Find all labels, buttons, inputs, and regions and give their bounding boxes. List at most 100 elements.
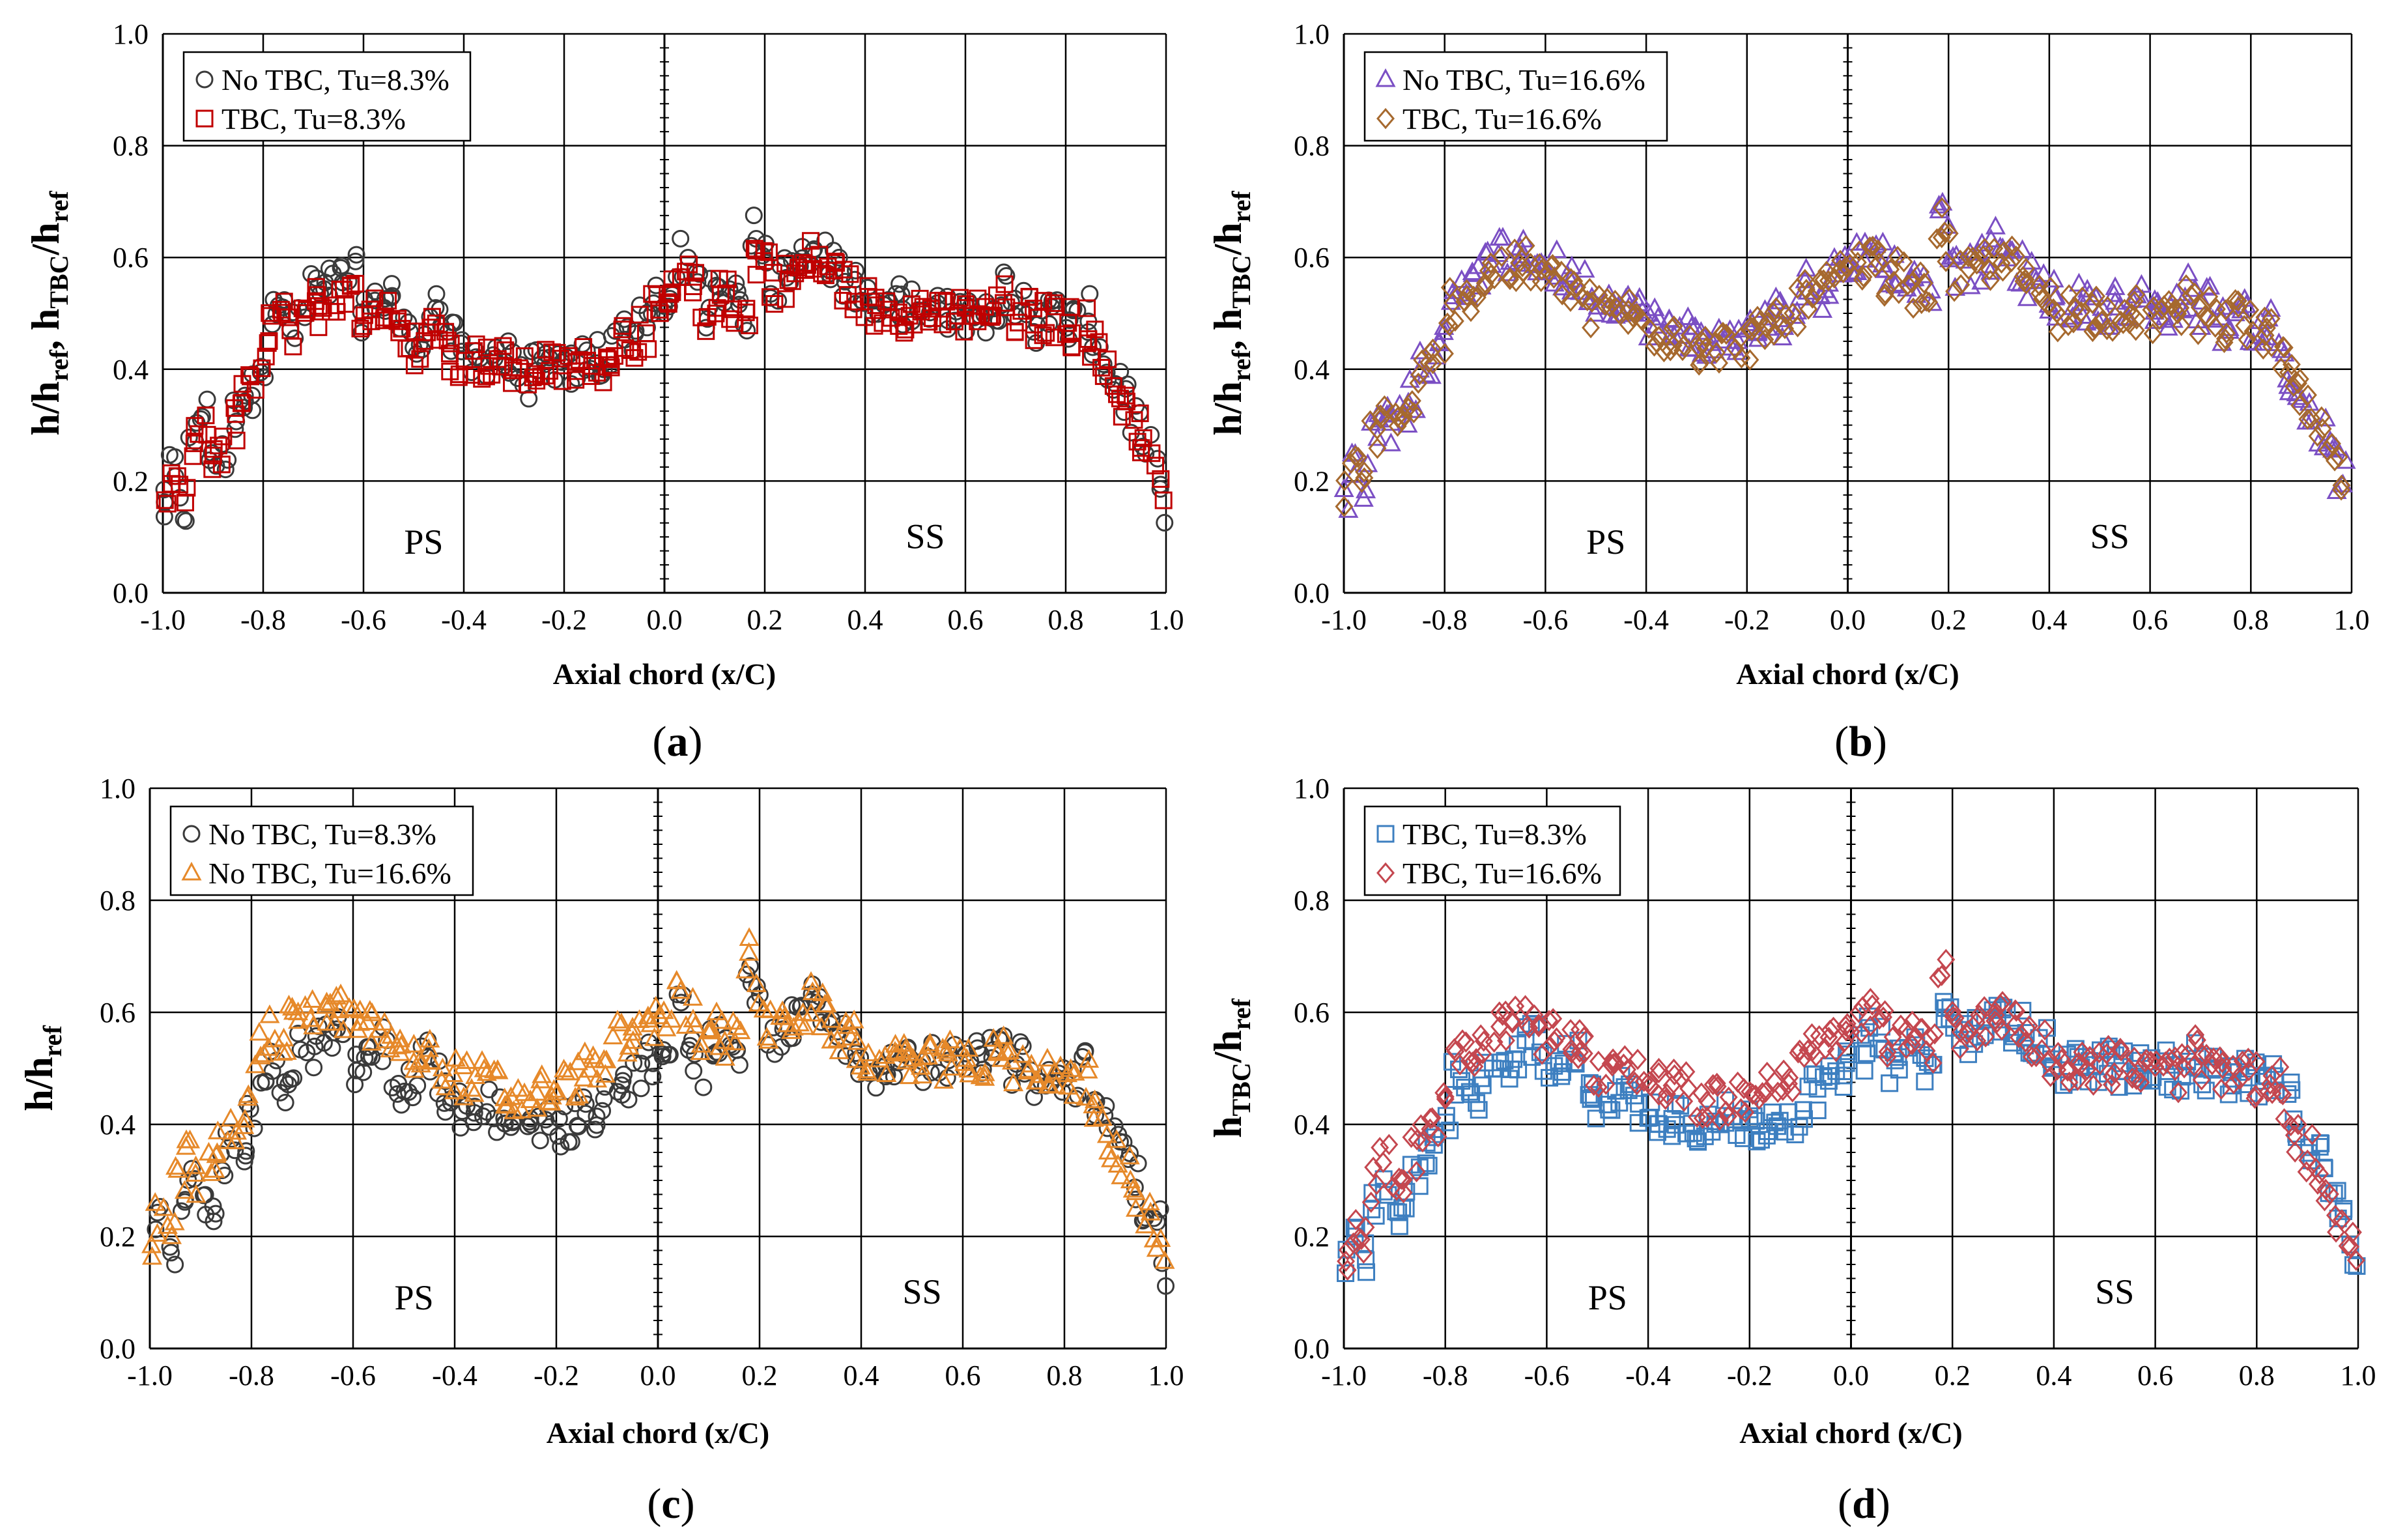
data-point <box>573 1068 594 1087</box>
data-point <box>728 282 747 300</box>
data-point <box>1881 1074 1899 1092</box>
data-point <box>1836 1020 1855 1042</box>
data-point <box>1582 317 1601 339</box>
data-point <box>532 1064 552 1083</box>
data-point <box>2098 296 2117 318</box>
data-point <box>2083 292 2102 315</box>
data-point <box>730 1020 751 1040</box>
data-point <box>2285 375 2303 397</box>
data-point <box>690 1041 711 1061</box>
x-tick-label: 0.6 <box>945 1360 981 1391</box>
data-point <box>1500 1070 1518 1088</box>
x-tick-label: 0.0 <box>1833 1360 1869 1391</box>
data-point <box>1106 1129 1127 1148</box>
data-point <box>1139 1191 1160 1210</box>
data-point <box>177 512 195 530</box>
data-point <box>357 1011 378 1031</box>
data-point <box>724 1031 745 1051</box>
data-point <box>1544 1008 1563 1030</box>
data-point <box>1784 302 1802 324</box>
data-point <box>488 1060 509 1079</box>
data-point <box>2238 329 2257 350</box>
data-point <box>2328 1182 2346 1200</box>
data-point <box>2017 287 2038 306</box>
data-point <box>2072 301 2090 322</box>
data-point <box>2163 309 2184 328</box>
data-point <box>553 372 571 390</box>
x-tick-label: 0.0 <box>640 1360 676 1391</box>
data-point <box>2098 319 2116 341</box>
data-point <box>342 276 360 294</box>
y-tick-label: 1.0 <box>1294 18 1330 50</box>
data-point <box>2125 1046 2144 1068</box>
data-point <box>1863 994 1882 1016</box>
data-point <box>1736 1102 1755 1123</box>
data-point <box>276 1094 294 1112</box>
y-tick-label: 0.4 <box>113 354 149 386</box>
data-point <box>2326 449 2344 472</box>
data-point <box>333 1019 354 1038</box>
data-point <box>260 332 278 350</box>
data-point <box>1516 235 1535 257</box>
data-point <box>2308 1173 2327 1195</box>
legend-entry: No TBC, Tu=8.3% <box>208 818 436 851</box>
y-axis-label: h/href, hTBC/href <box>1206 191 1256 436</box>
data-point <box>2273 1084 2292 1105</box>
legend-entry: TBC, Tu=16.6% <box>1402 857 1602 890</box>
data-point <box>1021 288 1039 306</box>
data-point <box>176 493 194 511</box>
data-point <box>246 380 264 399</box>
data-point <box>1348 446 1367 468</box>
data-point <box>1368 437 1387 459</box>
data-point <box>1690 354 1709 376</box>
data-point <box>1589 1050 1608 1072</box>
data-point <box>1474 1076 1492 1094</box>
data-point <box>934 291 952 309</box>
data-point <box>661 1008 682 1028</box>
data-point <box>1971 270 1992 290</box>
data-point <box>1822 1067 1840 1085</box>
data-point <box>1876 283 1894 305</box>
x-tick-label: 0.8 <box>1047 1360 1083 1391</box>
data-point <box>2279 362 2298 384</box>
data-point <box>184 447 202 465</box>
data-point <box>511 1099 532 1119</box>
data-point <box>760 999 781 1018</box>
data-point <box>939 1029 960 1049</box>
data-point <box>2311 1134 2329 1152</box>
data-point <box>1803 287 1822 309</box>
data-point <box>220 1107 241 1127</box>
data-point <box>149 1203 167 1221</box>
data-point <box>2164 1081 2182 1099</box>
data-point <box>379 292 397 310</box>
x-tick-label: 0.0 <box>647 604 683 636</box>
data-point <box>1034 326 1052 345</box>
data-point <box>1150 1228 1171 1248</box>
data-point <box>2007 1000 2026 1022</box>
region-label-ss: SS <box>2090 517 2129 556</box>
data-point <box>1154 1250 1175 1269</box>
data-point <box>739 927 760 946</box>
data-point <box>141 1234 162 1253</box>
data-point <box>214 427 233 446</box>
data-point <box>772 1000 793 1020</box>
x-tick-label: -0.8 <box>1422 604 1468 636</box>
legend: No TBC, Tu=8.3% No TBC, Tu=16.6% <box>169 805 474 896</box>
data-point <box>1453 1029 1472 1051</box>
data-point <box>2132 289 2153 307</box>
data-point <box>1541 1068 1559 1087</box>
data-point <box>737 300 756 318</box>
data-point <box>801 971 821 990</box>
data-point <box>174 1180 195 1199</box>
legend-marker <box>1376 862 1395 884</box>
data-point <box>2112 1040 2131 1062</box>
data-point <box>1574 1042 1593 1064</box>
data-point <box>834 261 853 279</box>
y-tick-label: 0.8 <box>113 130 149 162</box>
data-point <box>390 1028 410 1048</box>
data-point <box>1438 312 1457 334</box>
data-point <box>1946 1007 1965 1029</box>
data-point <box>161 1225 182 1244</box>
data-point <box>1500 268 1519 291</box>
